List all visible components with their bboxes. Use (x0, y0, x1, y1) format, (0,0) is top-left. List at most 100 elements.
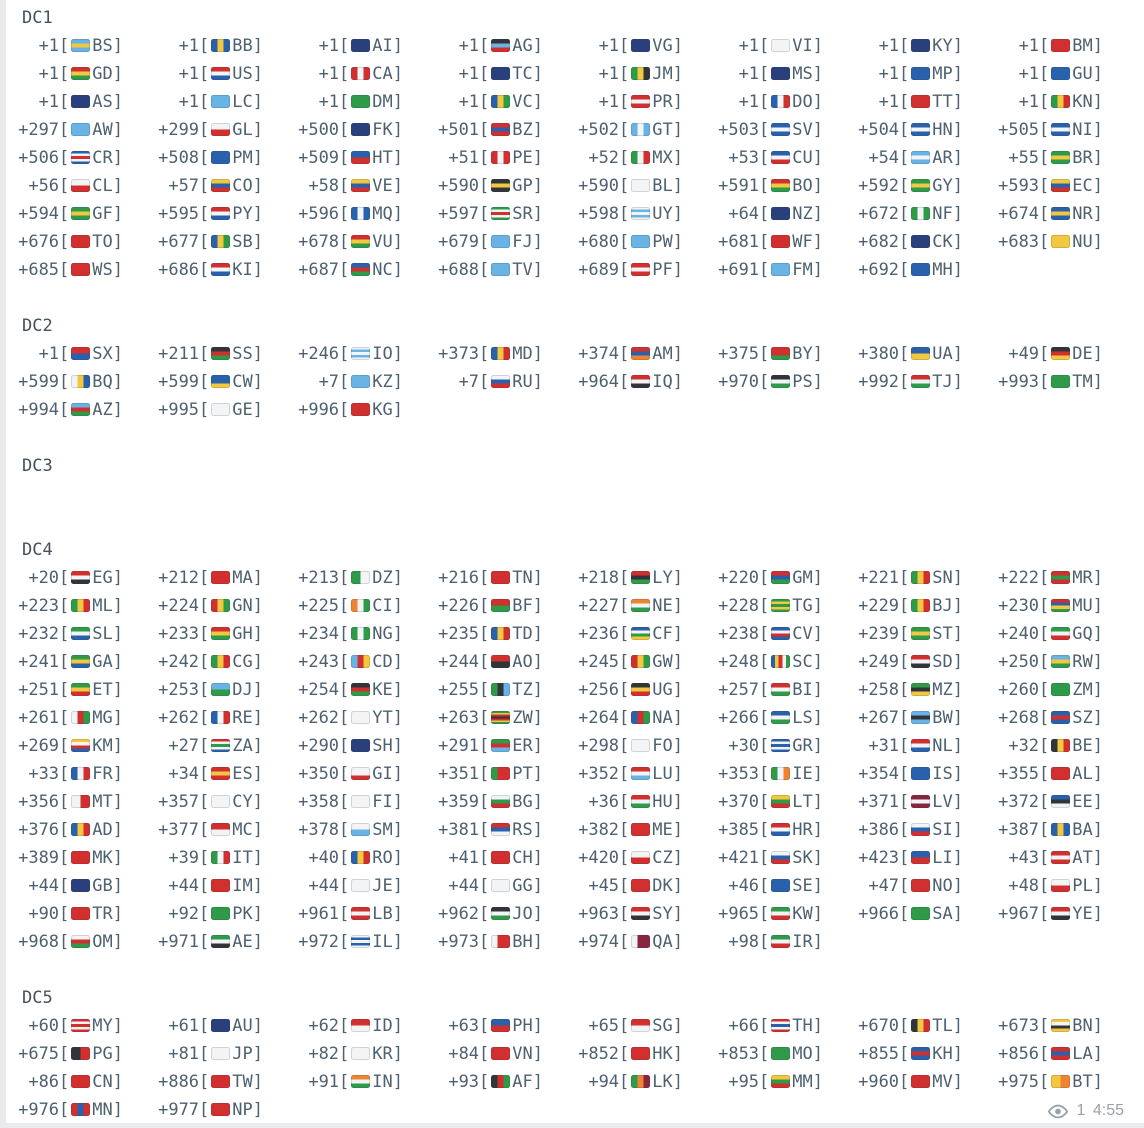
flag-icon (911, 571, 931, 584)
phone-prefix-entry: +52[MX] (588, 148, 683, 168)
flag-icon (351, 67, 371, 80)
flag-icon (631, 823, 651, 836)
phone-prefix-entry: +82[KR] (308, 1044, 403, 1064)
dc-section: DC2 +1[SX] +211[SS] +246[IO] +373[MD] +374[AM… (6, 312, 1144, 424)
flag-icon (631, 1019, 651, 1032)
flag-icon (771, 571, 791, 584)
phone-prefix-entry: +594[GF] (18, 204, 123, 224)
phone-prefix-entry: +1[TT] (878, 92, 963, 112)
dc-section: DC1 +1[BS] +1[BB] +1[AI] +1[AG] +1[VG] +1[VI] +… (6, 4, 1144, 284)
phone-prefix-entry: +359[BG] (438, 792, 543, 812)
phone-prefix-entry: +248[SC] (718, 652, 823, 672)
flag-icon (771, 1047, 791, 1060)
flag-icon (211, 935, 231, 948)
phone-prefix-entry: +1[BM] (1018, 36, 1103, 56)
phone-prefix-entry: +7[RU] (458, 372, 543, 392)
phone-prefix-entry: +216[TN] (438, 568, 543, 588)
phone-prefix-entry: +262[RE] (158, 708, 263, 728)
flag-icon (631, 739, 651, 752)
flag-icon (351, 711, 371, 724)
phone-prefix-entry: +689[PF] (578, 260, 683, 280)
flag-icon (1051, 179, 1071, 192)
phone-prefix-entry: +975[BT] (998, 1072, 1103, 1092)
flag-icon (631, 95, 651, 108)
phone-prefix-entry: +377[MC] (158, 820, 263, 840)
flag-icon (1051, 375, 1071, 388)
flag-icon (211, 1103, 231, 1116)
phone-prefix-entry: +44[GG] (448, 876, 543, 896)
flag-icon (491, 571, 511, 584)
prefix-grid: +20[EG] +212[MA] +213[DZ] +216[TN] +218[LY] +… (6, 564, 1144, 956)
phone-prefix-entry: +1[AG] (458, 36, 543, 56)
phone-prefix-entry: +61[AU] (168, 1016, 263, 1036)
flag-icon (71, 767, 91, 780)
flag-icon (771, 683, 791, 696)
flag-icon (71, 907, 91, 920)
flag-icon (211, 627, 231, 640)
flag-icon (631, 347, 651, 360)
phone-prefix-entry: +1[CA] (318, 64, 403, 84)
flag-icon (631, 627, 651, 640)
flag-icon (631, 1075, 651, 1088)
flag-icon (771, 123, 791, 136)
flag-icon (631, 67, 651, 80)
phone-prefix-entry: +420[CZ] (578, 848, 683, 868)
flag-icon (71, 935, 91, 948)
section-title: DC2 (22, 316, 53, 336)
flag-icon (911, 823, 931, 836)
flag-icon (1051, 1075, 1071, 1088)
flag-icon (771, 1075, 791, 1088)
flag-icon (211, 179, 231, 192)
phone-prefix-entry: +965[KW] (718, 904, 823, 924)
phone-prefix-entry: +357[CY] (158, 792, 263, 812)
phone-prefix-entry: +221[SN] (858, 568, 963, 588)
phone-prefix-entry: +232[SL] (18, 624, 123, 644)
phone-prefix-entry: +257[BI] (718, 680, 823, 700)
phone-prefix-entry: +385[HR] (718, 820, 823, 840)
phone-prefix-entry: +241[GA] (18, 652, 123, 672)
phone-prefix-entry: +1[KN] (1018, 92, 1103, 112)
flag-icon (71, 235, 91, 248)
flag-icon (1051, 823, 1071, 836)
flag-icon (351, 375, 371, 388)
phone-prefix-entry: +45[DK] (588, 876, 683, 896)
flag-icon (71, 151, 91, 164)
flag-icon (771, 375, 791, 388)
phone-prefix-entry: +503[SV] (718, 120, 823, 140)
phone-prefix-entry: +223[ML] (18, 596, 123, 616)
phone-prefix-entry: +670[TL] (858, 1016, 963, 1036)
phone-prefix-entry: +386[SI] (858, 820, 963, 840)
phone-prefix-entry: +681[WF] (718, 232, 823, 252)
message-bubble[interactable]: DC1 +1[BS] +1[BB] +1[AI] +1[AG] +1[VG] +1[VI] +… (6, 4, 1144, 1128)
phone-prefix-entry: +856[LA] (998, 1044, 1103, 1064)
phone-prefix-entry: +995[GE] (158, 400, 263, 420)
phone-prefix-entry: +261[MG] (18, 708, 123, 728)
phone-prefix-entry: +598[UY] (578, 204, 683, 224)
phone-prefix-entry: +230[MU] (998, 596, 1103, 616)
phone-prefix-entry: +267[BW] (858, 708, 963, 728)
flag-icon (1051, 711, 1071, 724)
phone-prefix-entry: +501[BZ] (438, 120, 543, 140)
phone-prefix-entry: +258[MZ] (858, 680, 963, 700)
phone-prefix-entry: +30[GR] (728, 736, 823, 756)
flag-icon (71, 95, 91, 108)
phone-prefix-entry: +90[TR] (28, 904, 123, 924)
phone-prefix-entry: +63[PH] (448, 1016, 543, 1036)
flag-icon (1051, 599, 1071, 612)
flag-icon (911, 207, 931, 220)
flag-icon (911, 879, 931, 892)
flag-icon (71, 403, 91, 416)
flag-icon (71, 739, 91, 752)
flag-icon (211, 263, 231, 276)
phone-prefix-entry: +65[SG] (588, 1016, 683, 1036)
flag-icon (771, 627, 791, 640)
flag-icon (491, 347, 511, 360)
phone-prefix-entry: +243[CD] (298, 652, 403, 672)
flag-icon (71, 207, 91, 220)
flag-icon (911, 235, 931, 248)
flag-icon (71, 879, 91, 892)
phone-prefix-entry: +996[KG] (298, 400, 403, 420)
flag-icon (631, 151, 651, 164)
phone-prefix-entry: +44[IM] (168, 876, 263, 896)
flag-icon (71, 123, 91, 136)
